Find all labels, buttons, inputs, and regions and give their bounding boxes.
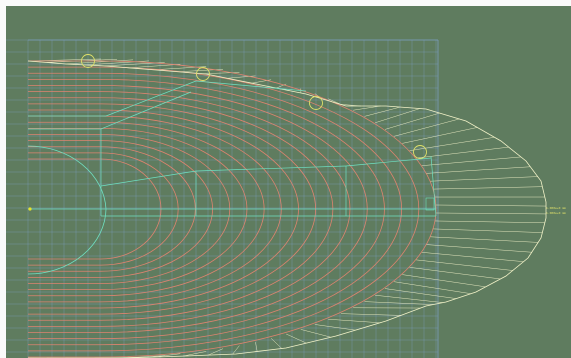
radial-line	[402, 274, 486, 288]
radial-line	[416, 259, 513, 271]
radial-line	[430, 236, 539, 243]
radial-line	[416, 146, 509, 159]
radial-line	[430, 176, 538, 182]
radial-line	[153, 353, 181, 358]
dimension-label-1: 1.000e+0 mm	[546, 206, 566, 210]
radial-line	[394, 281, 471, 294]
cad-drawing[interactable]: 1.000e+0 mm 1.000e+0 mm	[6, 6, 571, 358]
radial-line	[384, 288, 457, 299]
radial-line	[375, 108, 420, 124]
radial-line	[300, 329, 331, 338]
radial-line	[65, 59, 134, 65]
construction-line	[100, 170, 197, 187]
canvas-background	[6, 6, 571, 358]
radial-line	[421, 156, 521, 166]
radial-line	[207, 348, 224, 356]
radial-line	[409, 267, 501, 280]
construction-line	[195, 80, 307, 92]
radial-line	[276, 83, 287, 89]
radial-line	[353, 105, 381, 111]
radial-line	[182, 351, 207, 357]
construction-line	[345, 157, 432, 167]
radial-line	[409, 137, 495, 151]
radial-line	[426, 244, 532, 253]
radial-line	[435, 204, 547, 207]
reference-circle-icon[interactable]	[309, 96, 323, 110]
construction-line	[195, 165, 347, 172]
radial-line	[433, 228, 543, 233]
radial-line	[270, 338, 282, 349]
radial-line	[434, 220, 545, 223]
dimension-labels: 1.000e+0 mm 1.000e+0 mm	[546, 206, 566, 215]
radial-line	[232, 345, 240, 355]
radial-line	[314, 324, 356, 331]
nose-box	[425, 197, 435, 211]
radial-line	[364, 301, 434, 305]
radial-line	[375, 294, 443, 303]
radial-line	[433, 186, 543, 190]
radial-line	[435, 212, 547, 215]
radial-line	[364, 106, 401, 117]
reference-circle-icon[interactable]	[413, 145, 427, 159]
origin-marker-icon[interactable]	[28, 207, 32, 211]
dimension-label-2: 1.000e+0 mm	[546, 211, 566, 215]
radial-line	[128, 64, 181, 69]
radial-line	[341, 313, 401, 316]
construction-lines	[27, 80, 437, 275]
cad-viewport[interactable]: 1.000e+0 mm 1.000e+0 mm	[6, 6, 571, 358]
radial-line	[426, 166, 531, 174]
inner-circle-arc	[27, 145, 107, 275]
construction-line	[105, 80, 197, 117]
radial-line	[402, 127, 478, 144]
outer-outline	[27, 60, 547, 358]
reference-circle-icon[interactable]	[81, 54, 95, 68]
radial-line	[328, 318, 381, 324]
radial-line	[421, 252, 524, 262]
radial-line	[384, 112, 440, 130]
radial-line	[255, 342, 258, 352]
radial-line	[286, 333, 307, 344]
construction-line	[100, 91, 192, 130]
radial-line	[393, 118, 460, 137]
outline-path	[27, 60, 547, 358]
circle-markers[interactable]	[81, 54, 427, 159]
construction-line	[430, 155, 437, 217]
reference-circle-icon[interactable]	[196, 67, 210, 81]
